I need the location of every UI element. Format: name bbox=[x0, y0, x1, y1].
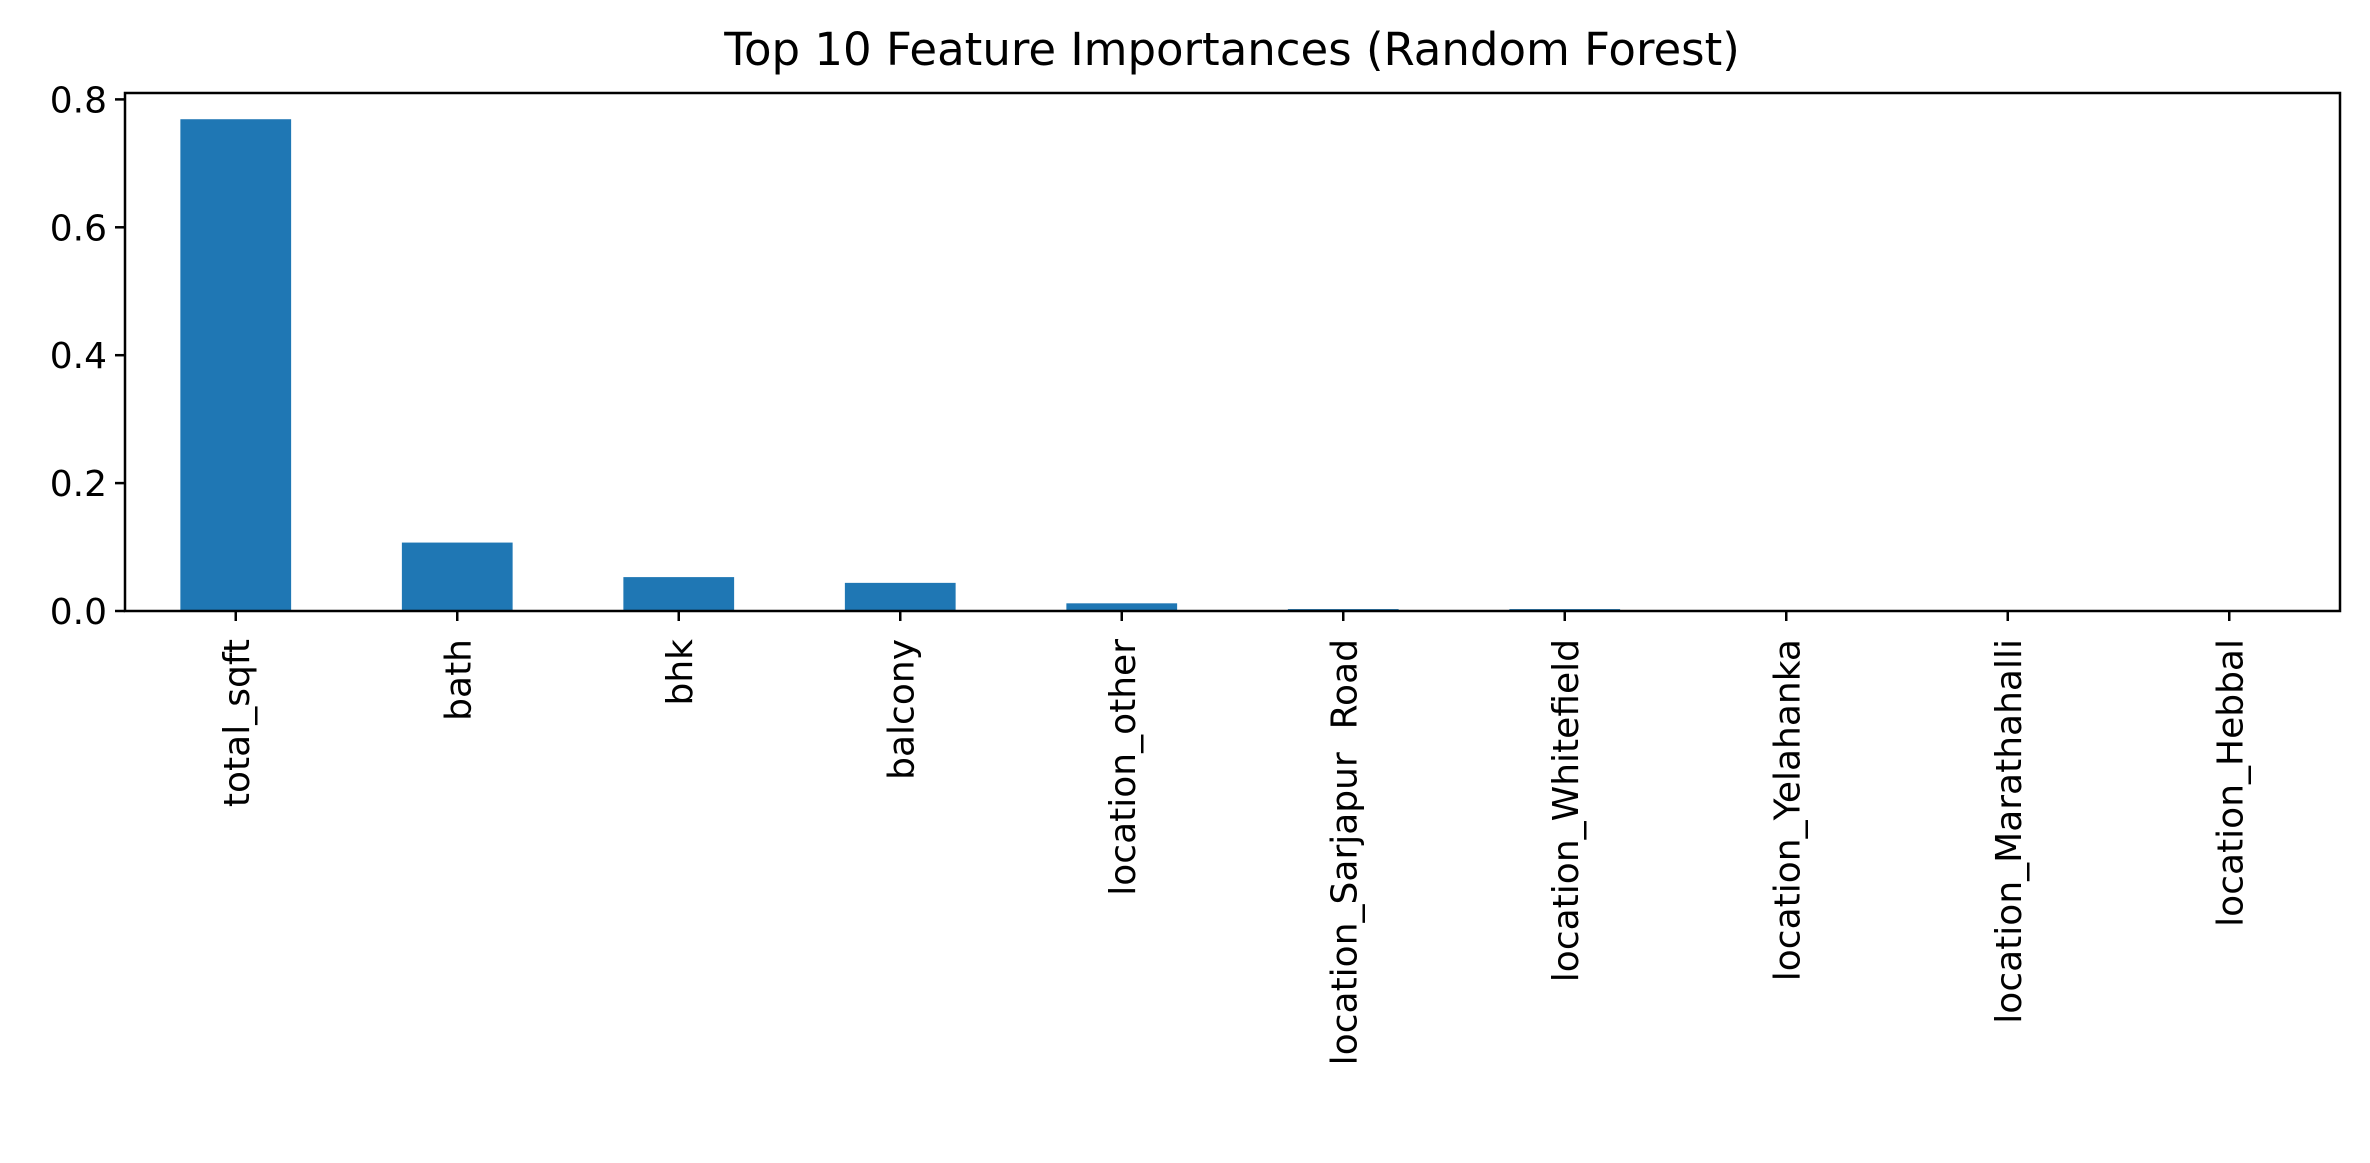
y-axis: 0.0 0.2 0.4 0.6 0.8 bbox=[50, 80, 125, 633]
x-axis: total_sqft bath bhk balcony location_other lo… bbox=[217, 611, 2251, 1065]
y-tick-label: 0.4 bbox=[50, 336, 107, 377]
bar-4 bbox=[1066, 603, 1178, 611]
y-tick-label: 0.0 bbox=[50, 592, 107, 633]
x-tick-label: total_sqft bbox=[217, 639, 258, 807]
chart-title: Top 10 Feature Importances (Random Fores… bbox=[723, 23, 1740, 76]
x-tick-label: location_Hebbal bbox=[2210, 639, 2251, 927]
plot-frame bbox=[123, 91, 2342, 613]
bars-group bbox=[180, 119, 2285, 611]
x-tick-label: bhk bbox=[660, 639, 701, 706]
y-tick-label: 0.8 bbox=[50, 80, 107, 121]
x-tick-label: location_Yelahanka bbox=[1767, 639, 1808, 981]
x-tick-label: bath bbox=[438, 639, 479, 721]
bar-2 bbox=[623, 577, 735, 611]
bar-0 bbox=[180, 119, 292, 611]
x-tick-label: location_Sarjapur Road bbox=[1324, 639, 1365, 1065]
y-tick-label: 0.2 bbox=[50, 464, 107, 505]
x-tick-label: balcony bbox=[881, 639, 922, 780]
bar-3 bbox=[844, 582, 956, 611]
bar-1 bbox=[401, 542, 513, 611]
x-tick-label: location_other bbox=[1103, 639, 1144, 896]
x-tick-label: location_Marathahalli bbox=[1989, 639, 2030, 1024]
y-tick-label: 0.6 bbox=[50, 208, 107, 249]
x-tick-label: location_Whitefield bbox=[1546, 639, 1587, 982]
